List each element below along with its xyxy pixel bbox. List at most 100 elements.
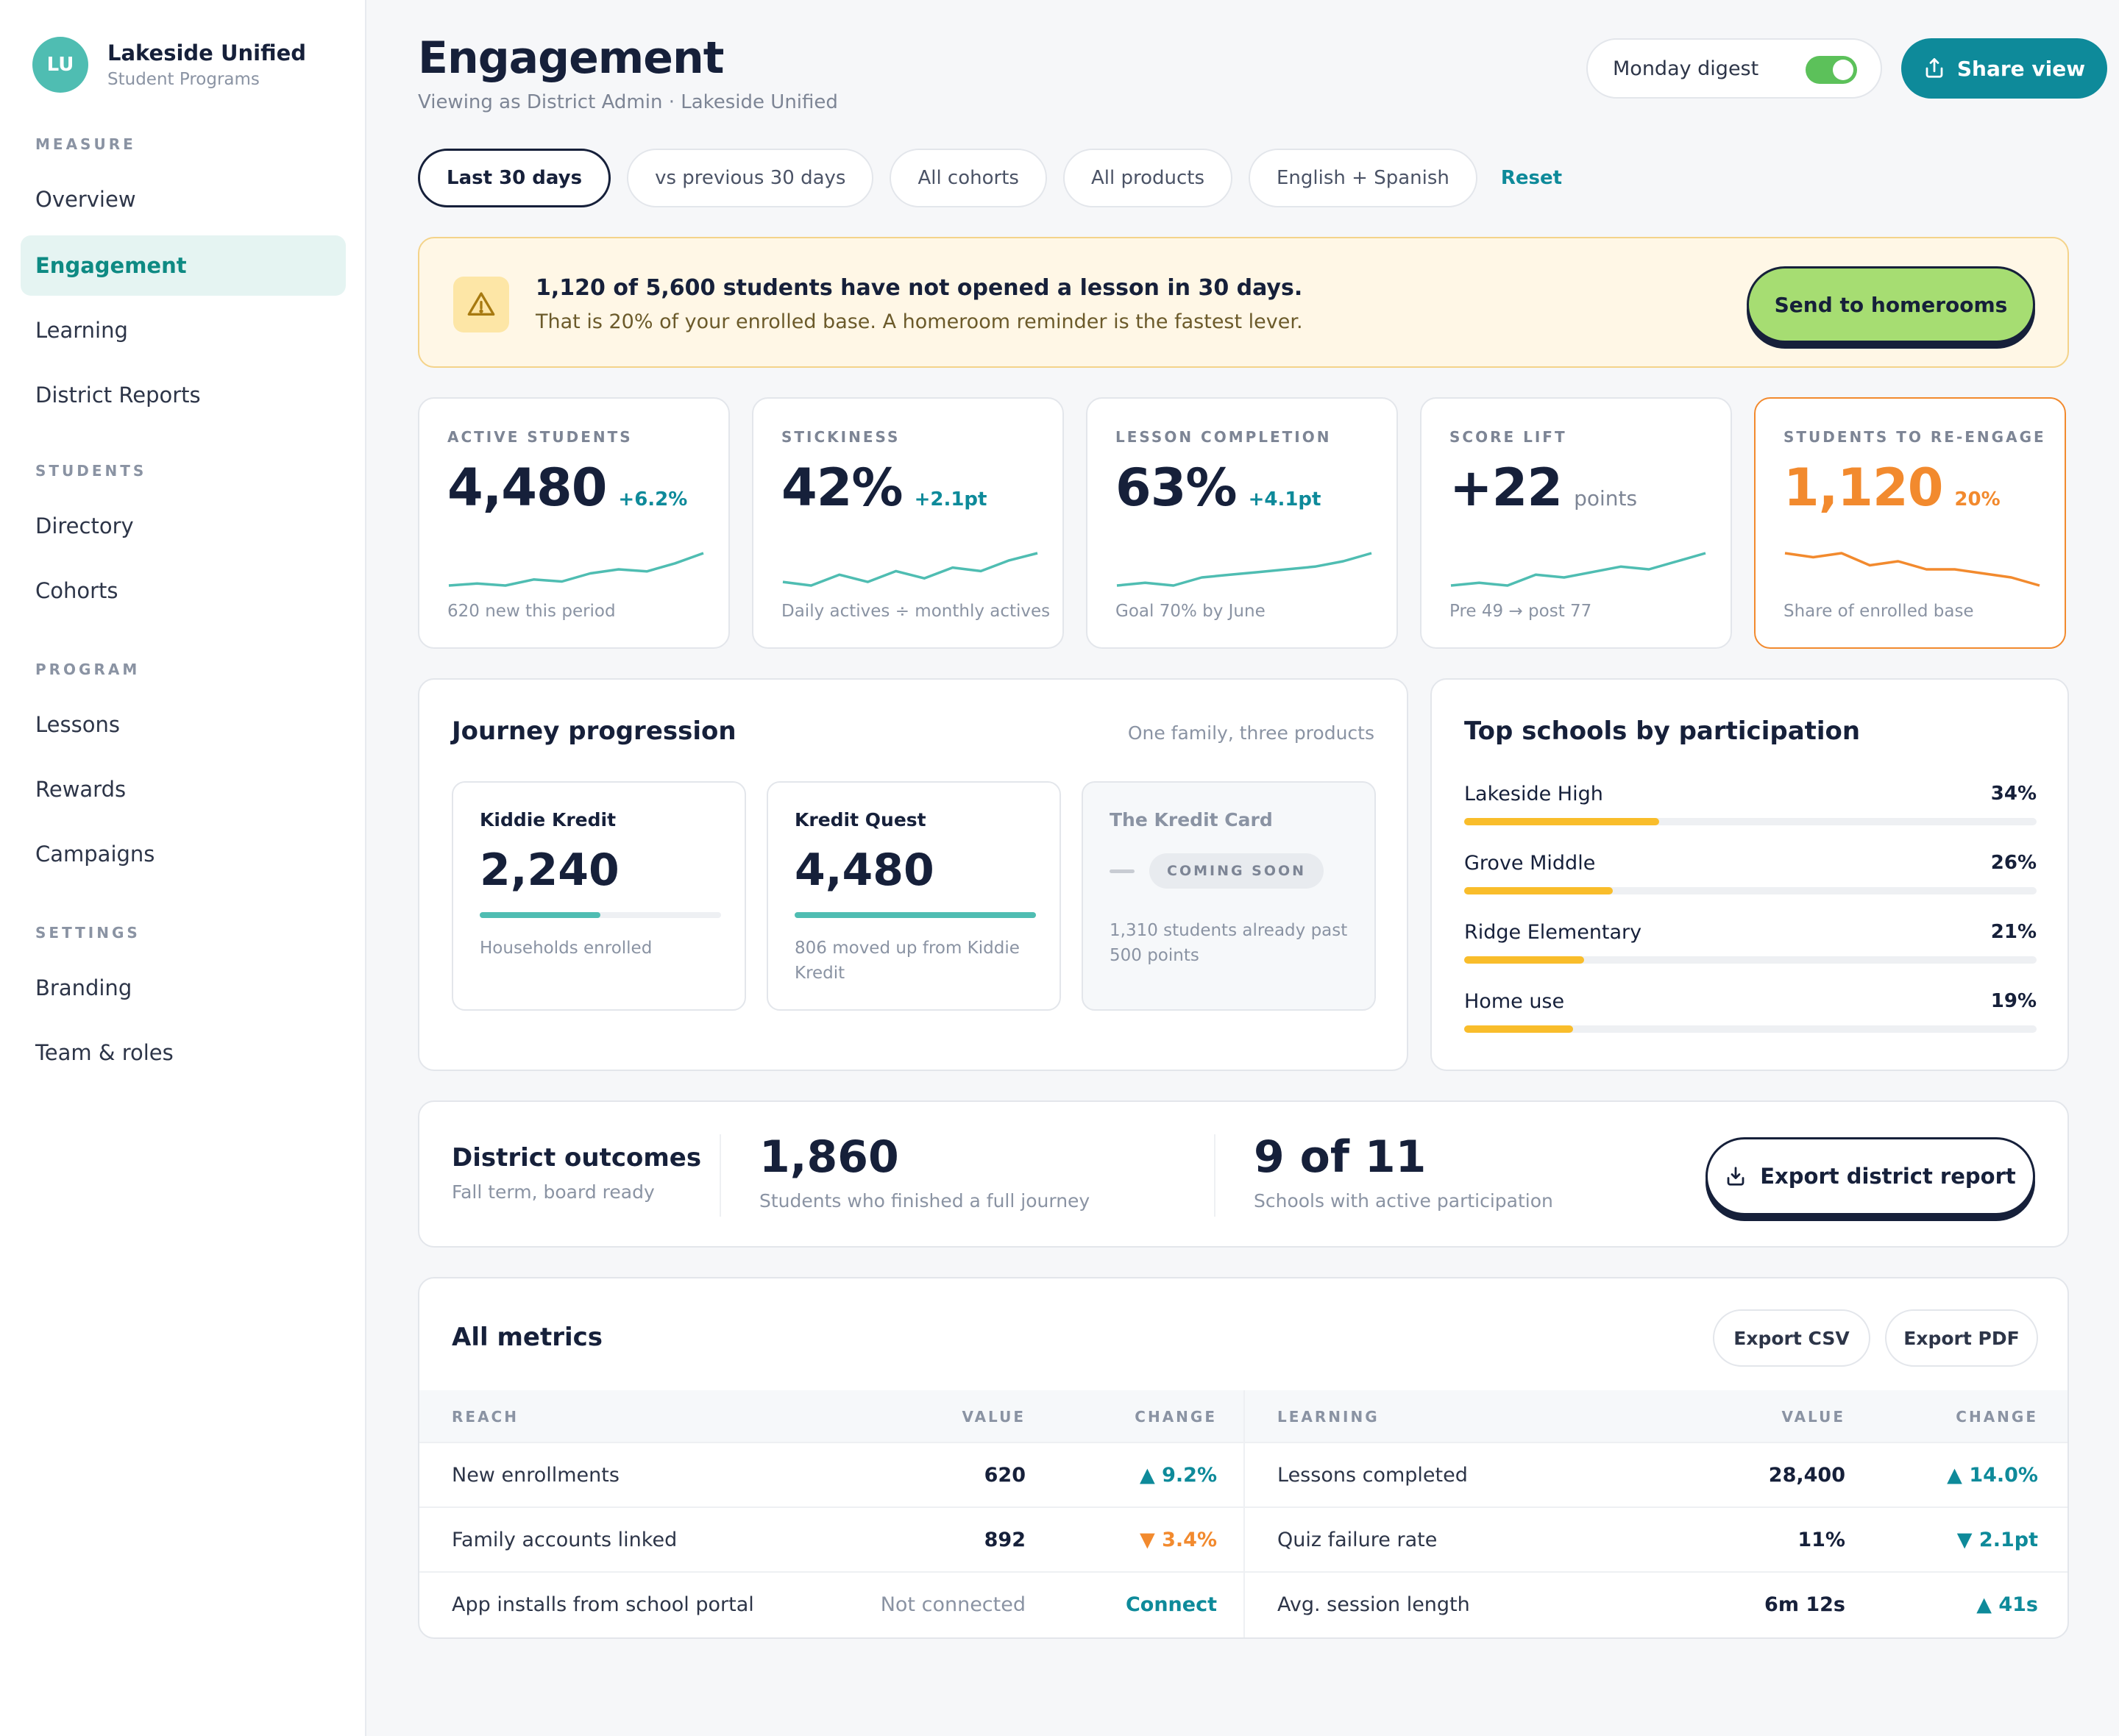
reset-filters-link[interactable]: Reset	[1500, 167, 1563, 189]
download-icon	[1727, 1167, 1744, 1186]
kpi-sparkline	[448, 552, 704, 587]
school-percent: 19%	[1990, 990, 2037, 1012]
filter-comparison[interactable]: vs previous 30 days	[627, 149, 874, 207]
product-name: Kiddie Kredit	[480, 809, 617, 830]
column-header-learning: LEARNING	[1277, 1408, 1380, 1426]
kpi-value: 63%	[1115, 458, 1238, 518]
column-header-change: CHANGE	[1135, 1408, 1217, 1426]
kpi-card-students-to-re-engage[interactable]: STUDENTS TO RE-ENGAGE 1,120 20% Share of en…	[1754, 397, 2066, 649]
filter-products[interactable]: All products	[1062, 149, 1232, 207]
sidebar-item-lessons[interactable]: Lessons	[35, 712, 120, 737]
monday-digest-toggle[interactable]: Monday digest	[1586, 38, 1882, 99]
school-percent: 26%	[1990, 852, 2037, 874]
coming-soon-badge: COMING SOON	[1149, 853, 1324, 889]
sidebar-item-learning[interactable]: Learning	[35, 318, 128, 343]
metric-value: 6m 12s	[1764, 1593, 1845, 1616]
metric-value: 11%	[1797, 1529, 1845, 1551]
product-card-kredit-quest[interactable]: Kredit Quest 4,480 806 moved up from Kid…	[767, 781, 1061, 1011]
send-to-homerooms-button[interactable]: Send to homerooms	[1747, 266, 2035, 343]
filter-bar: Last 30 days vs previous 30 days All coh…	[418, 149, 1562, 207]
sidebar-item-rewards[interactable]: Rewards	[35, 777, 127, 802]
sidebar-item-team-roles[interactable]: Team & roles	[35, 1040, 174, 1065]
journey-progression-card: Journey progression One family, three pr…	[418, 678, 1408, 1071]
nav-section-program: PROGRAM	[35, 661, 141, 678]
export-pdf-button[interactable]: Export PDF	[1885, 1309, 2038, 1367]
sidebar-item-directory[interactable]: Directory	[35, 513, 134, 538]
warning-icon	[453, 277, 509, 332]
kpi-sparkline	[782, 552, 1038, 587]
filter-cohorts[interactable]: All cohorts	[890, 149, 1047, 207]
kpi-value: 4,480	[447, 458, 607, 518]
alert-text: That is 20% of your enrolled base. A hom…	[536, 310, 1303, 333]
kpi-card-stickiness[interactable]: STICKINESS 42% +2.1pt Daily actives ÷ month…	[752, 397, 1064, 649]
metric-name: App installs from school portal	[452, 1593, 754, 1616]
filter-last-30-days[interactable]: Last 30 days	[418, 149, 611, 207]
share-view-label: Share view	[1956, 56, 2086, 81]
all-metrics-card: All metrics Export CSV Export PDF REACH …	[418, 1277, 2069, 1639]
school-row: Lakeside High 34%	[1464, 783, 2037, 825]
product-card-kiddie-kredit[interactable]: Kiddie Kredit 2,240 Households enrolled	[452, 781, 746, 1011]
metric-value: 620	[984, 1464, 1026, 1487]
nav-section-students: STUDENTS	[35, 462, 147, 480]
product-value: 4,480	[795, 844, 934, 896]
sidebar-item-overview[interactable]: Overview	[35, 187, 136, 212]
kpi-sparkline	[1784, 552, 2040, 587]
school-name: Grove Middle	[1464, 852, 1596, 875]
schools-title: Top schools by participation	[1464, 716, 1861, 746]
metric-value: Not connected	[880, 1593, 1026, 1616]
export-csv-button[interactable]: Export CSV	[1713, 1309, 1870, 1367]
page-title: Engagement	[418, 32, 724, 84]
export-district-report-button[interactable]: Export district report	[1706, 1137, 2035, 1215]
sidebar-item-cohorts[interactable]: Cohorts	[35, 578, 118, 603]
kpi-footnote: Pre 49 → post 77	[1449, 602, 1592, 621]
kpi-card-lesson-completion[interactable]: LESSON COMPLETION 63% +4.1pt Goal 70% by Ju…	[1086, 397, 1398, 649]
toggle-switch[interactable]	[1806, 56, 1857, 84]
school-row: Grove Middle 26%	[1464, 852, 2037, 894]
alert-title: 1,120 of 5,600 students have not opened …	[536, 275, 1303, 301]
outcomes-title: District outcomes	[452, 1143, 702, 1173]
school-name: Home use	[1464, 990, 1565, 1013]
placeholder-dash	[1110, 869, 1135, 873]
connect-link[interactable]: Connect	[1125, 1593, 1217, 1616]
org-name: Lakeside Unified	[107, 40, 307, 65]
column-header-reach: REACH	[452, 1408, 519, 1426]
share-icon	[1925, 58, 1943, 78]
kpi-card-active-students[interactable]: ACTIVE STUDENTS 4,480 +6.2% 620 new this pe…	[418, 397, 730, 649]
sidebar-item-engagement[interactable]: Engagement	[21, 235, 346, 296]
divider	[1214, 1134, 1215, 1217]
table-column-divider	[1243, 1390, 1245, 1637]
filter-language[interactable]: English + Spanish	[1249, 149, 1477, 207]
org-header[interactable]: LU Lakeside Unified Student Programs	[32, 37, 306, 93]
journey-title: Journey progression	[452, 716, 736, 746]
product-name: The Kredit Card	[1110, 809, 1273, 830]
metric-change: ▲ 41s	[1976, 1593, 2038, 1616]
kpi-label: STICKINESS	[781, 428, 901, 446]
table-row: App installs from school portal Not conn…	[419, 1573, 2067, 1637]
product-progress-bar	[795, 912, 1036, 918]
sparkline-path	[1450, 552, 1706, 587]
product-value: 2,240	[480, 844, 620, 896]
share-view-button[interactable]: Share view	[1901, 38, 2107, 99]
school-row: Ridge Elementary 21%	[1464, 921, 2037, 964]
kpi-sparkline	[1450, 552, 1706, 587]
kpi-card-score-lift[interactable]: SCORE LIFT +22 points Pre 49 → post 77	[1420, 397, 1732, 649]
metrics-title: All metrics	[452, 1323, 603, 1352]
kpi-value: 1,120	[1783, 458, 1943, 518]
metric-name: Lessons completed	[1277, 1464, 1468, 1487]
active-schools-value: 9 of 11	[1254, 1131, 1427, 1183]
metric-name: New enrollments	[452, 1464, 620, 1487]
kpi-label: STUDENTS TO RE-ENGAGE	[1783, 428, 2046, 446]
org-subtitle: Student Programs	[107, 70, 260, 89]
kpi-value: 42%	[781, 458, 904, 518]
kpi-delta: +6.2%	[618, 488, 688, 511]
finished-journey-value: 1,860	[759, 1131, 899, 1183]
journey-note: One family, three products	[1127, 722, 1374, 744]
product-footnote: Households enrolled	[480, 939, 653, 958]
export-district-report-label: Export district report	[1760, 1164, 2016, 1189]
metric-value: 28,400	[1768, 1464, 1845, 1487]
metric-change: ▼ 2.1pt	[1956, 1529, 2038, 1551]
sidebar-item-campaigns[interactable]: Campaigns	[35, 842, 155, 867]
sidebar-item-district-reports[interactable]: District Reports	[35, 383, 201, 408]
sidebar-item-branding[interactable]: Branding	[35, 975, 132, 1000]
district-outcomes-card: District outcomes Fall term, board ready…	[418, 1100, 2069, 1248]
